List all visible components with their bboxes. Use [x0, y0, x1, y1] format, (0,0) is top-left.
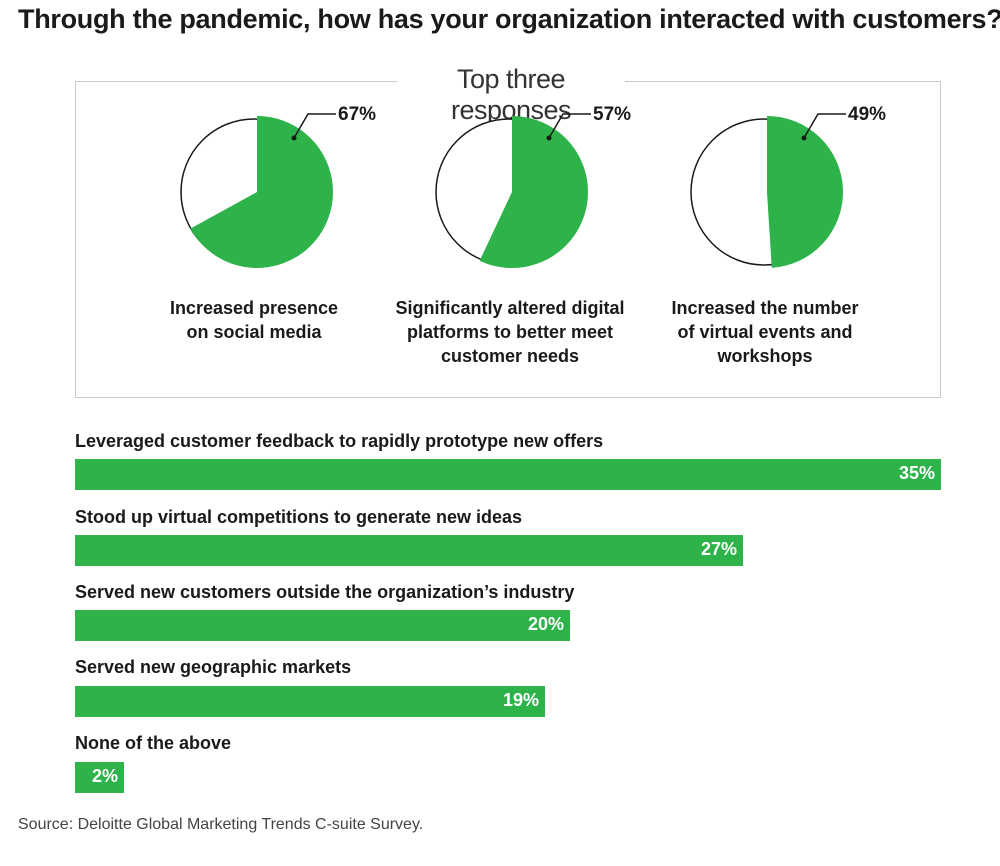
bar-value-0: 35%	[898, 463, 935, 483]
panel-title: Top three responses	[397, 64, 625, 126]
bar-label-3: Served new geographic markets	[75, 657, 352, 677]
pie-leader-dot-0	[291, 135, 297, 141]
bar-label-4: None of the above	[75, 733, 232, 753]
bar-value-2: 20%	[527, 614, 564, 634]
bar-0: 35%	[75, 459, 941, 490]
pie-label-0: Increased presence on social media	[169, 298, 339, 342]
bar-2: 20%	[75, 610, 570, 641]
bar-value-3: 19%	[502, 690, 539, 710]
bar-value-1: 27%	[700, 539, 737, 559]
bar-4: 2%	[75, 762, 124, 793]
pie-slice-0	[190, 116, 334, 268]
bar-label-2: Served new customers outside the organiz…	[75, 582, 575, 602]
source-note: Source: Deloitte Global Marketing Trends…	[18, 816, 424, 833]
pie-leader-dot-2	[801, 135, 807, 141]
pie-value-1: 57%	[593, 104, 632, 125]
pie-leader-line-1	[548, 113, 591, 139]
pie-leader-line-2	[803, 113, 846, 139]
pie-slice-2	[767, 116, 843, 268]
bar-value-4: 2%	[91, 766, 118, 786]
pie-charts	[180, 113, 846, 268]
pie-value-2: 49%	[848, 104, 887, 125]
pie-leader-dot-1	[546, 135, 552, 141]
bar-label-1: Stood up virtual competitions to generat…	[75, 507, 523, 527]
pie-label-1: Significantly altered digital platforms …	[395, 298, 625, 366]
pie-leader-line-0	[293, 113, 336, 139]
bar-1: 27%	[75, 535, 743, 566]
pie-label-2: Increased the number of virtual events a…	[671, 298, 859, 366]
pie-slice-1	[479, 116, 588, 268]
bar-label-0: Leveraged customer feedback to rapidly p…	[75, 431, 604, 451]
pie-value-0: 67%	[338, 104, 377, 125]
chart-title: Through the pandemic, how has your organ…	[18, 4, 1000, 34]
bar-3: 19%	[75, 686, 545, 717]
